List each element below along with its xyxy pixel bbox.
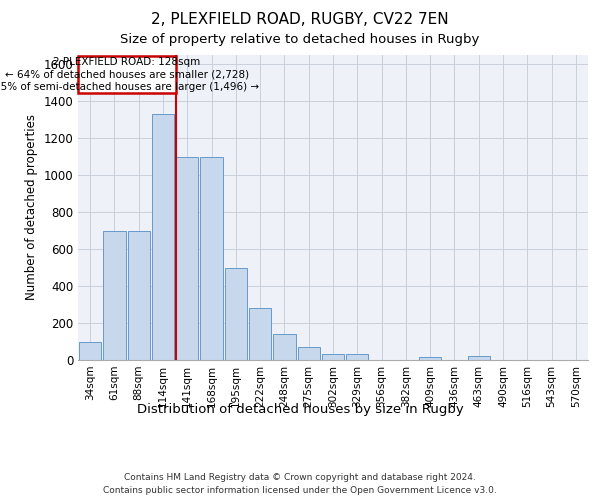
Bar bbox=[273, 334, 296, 360]
Text: ← 64% of detached houses are smaller (2,728): ← 64% of detached houses are smaller (2,… bbox=[5, 70, 249, 80]
Text: 2 PLEXFIELD ROAD: 128sqm: 2 PLEXFIELD ROAD: 128sqm bbox=[53, 57, 200, 67]
Bar bbox=[200, 156, 223, 360]
Bar bbox=[79, 342, 101, 360]
Bar bbox=[103, 230, 125, 360]
Text: Contains HM Land Registry data © Crown copyright and database right 2024.: Contains HM Land Registry data © Crown c… bbox=[124, 472, 476, 482]
Bar bbox=[322, 354, 344, 360]
Y-axis label: Number of detached properties: Number of detached properties bbox=[25, 114, 38, 300]
Bar bbox=[152, 114, 174, 360]
Bar bbox=[128, 230, 150, 360]
Text: 2, PLEXFIELD ROAD, RUGBY, CV22 7EN: 2, PLEXFIELD ROAD, RUGBY, CV22 7EN bbox=[151, 12, 449, 28]
Bar bbox=[176, 156, 199, 360]
Bar bbox=[467, 356, 490, 360]
Bar bbox=[419, 357, 442, 360]
Bar bbox=[346, 354, 368, 360]
Bar bbox=[78, 56, 176, 93]
Bar bbox=[224, 268, 247, 360]
Bar bbox=[249, 308, 271, 360]
Text: Distribution of detached houses by size in Rugby: Distribution of detached houses by size … bbox=[137, 402, 463, 415]
Bar bbox=[298, 347, 320, 360]
Text: 35% of semi-detached houses are larger (1,496) →: 35% of semi-detached houses are larger (… bbox=[0, 82, 259, 92]
Text: Size of property relative to detached houses in Rugby: Size of property relative to detached ho… bbox=[121, 32, 479, 46]
Text: Contains public sector information licensed under the Open Government Licence v3: Contains public sector information licen… bbox=[103, 486, 497, 495]
